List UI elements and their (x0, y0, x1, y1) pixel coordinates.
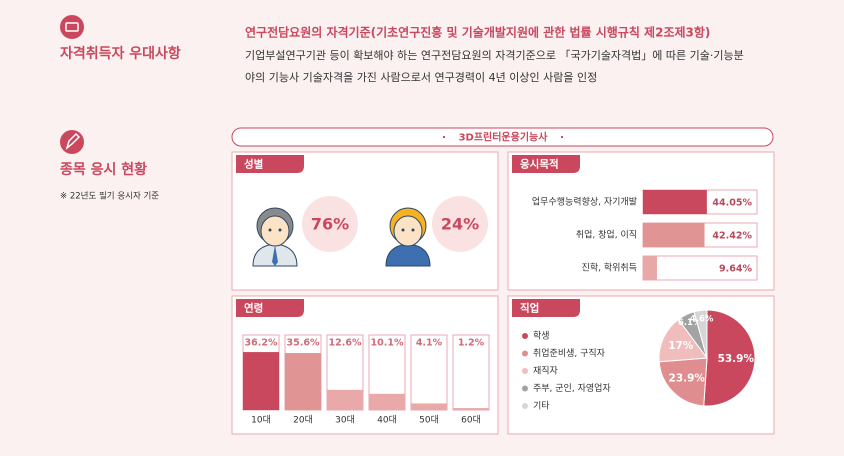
eye (411, 228, 415, 232)
category-label: 진학, 학위취득 (582, 263, 637, 274)
panel-tab (512, 155, 580, 173)
bar (643, 190, 707, 214)
decor-dot: · (442, 131, 446, 144)
legend-label: 주부, 군인, 자영업자 (533, 383, 611, 394)
bar (285, 353, 321, 410)
panel-tab (236, 155, 304, 173)
value-label: 4.1% (416, 338, 443, 349)
legend-label: 재직자 (533, 366, 559, 377)
section-title: 종목 응시 현황 (60, 161, 147, 178)
eye (268, 228, 272, 232)
panel-title: 응시목적 (520, 158, 559, 171)
value-label: 12.6% (329, 338, 362, 349)
category-label: 업무수행능력향상, 자기개발 (532, 196, 637, 208)
value-label: 10.1% (371, 338, 404, 349)
value-label: 44.05% (712, 198, 752, 209)
pie-slice (693, 309, 708, 359)
panel-tab (236, 299, 304, 317)
eye (401, 228, 405, 232)
value-label: 17% (668, 340, 694, 352)
category-label: 30대 (335, 415, 355, 426)
icon (60, 15, 84, 39)
body-line: 기업부설연구기관 등이 확보해야 하는 연구전담요원의 자격기준으로 「국가기술… (245, 48, 744, 62)
bar-box (452, 334, 490, 411)
bar (643, 223, 705, 247)
legend-label: 취업준비생, 구직자 (533, 348, 606, 359)
icon-glyph (65, 132, 81, 151)
legend-swatch (522, 333, 528, 339)
value-label: 9.64% (719, 264, 752, 275)
value-label: 36.2% (245, 338, 278, 349)
icon-glyph (65, 22, 79, 32)
category-label: 40대 (377, 415, 397, 426)
value-label: 76% (311, 215, 349, 234)
value-label: 4.6% (690, 315, 714, 325)
bar-box (642, 255, 758, 281)
category-label: 60대 (461, 415, 481, 426)
subject-pill (231, 127, 774, 147)
value-label: 53.9% (718, 353, 755, 365)
legend-swatch (522, 385, 528, 392)
bar (453, 408, 489, 410)
body-line: 야의 기능사 기술자격을 가진 사람으로서 연구경력이 4년 이상인 사람을 인… (245, 71, 597, 84)
value-label: 24% (441, 215, 479, 234)
panel-tab (512, 299, 580, 317)
subject: 3D프린터운용기능사 (459, 131, 549, 144)
value-label: 1.2% (458, 338, 485, 349)
tie (272, 245, 278, 266)
panel-title: 성별 (244, 158, 263, 171)
bar (243, 352, 279, 410)
category-label: 취업, 창업, 이직 (576, 230, 637, 241)
category-label: 50대 (419, 415, 439, 426)
legend-swatch (522, 368, 528, 374)
person-face (260, 215, 290, 247)
person-face (393, 215, 423, 247)
bar (411, 403, 447, 410)
pie-slice (658, 357, 708, 407)
value-label: 42.42% (712, 231, 752, 242)
pie-slice (658, 318, 708, 363)
pie-slice (703, 309, 756, 407)
note: ※ 22년도 필기 응시자 기준 (60, 191, 159, 202)
value-label: 6.1% (678, 318, 702, 328)
panel-title: 직업 (520, 302, 539, 315)
legend-swatch (522, 403, 528, 409)
section-title: 자격취득자 우대사항 (60, 45, 181, 62)
icon (60, 130, 84, 154)
value-label: 23.9% (669, 372, 706, 384)
decor-dot: · (560, 131, 564, 144)
heading: 연구전담요원의 자격기준(기초연구진흥 및 기술개발지원에 관한 법률 시행규칙… (245, 25, 710, 40)
eye (278, 228, 282, 232)
category-label: 20대 (293, 415, 313, 426)
panel-title: 연령 (244, 302, 263, 315)
legend-swatch (522, 350, 528, 357)
bar (643, 256, 657, 280)
legend-label: 기타 (533, 401, 550, 412)
bar (369, 393, 405, 410)
bubble (302, 196, 358, 252)
bar-box (410, 334, 448, 411)
legend-label: 학생 (533, 331, 550, 342)
bubble (432, 196, 488, 252)
bar (327, 389, 363, 410)
category-label: 10대 (251, 415, 271, 426)
value-label: 35.6% (287, 338, 320, 349)
